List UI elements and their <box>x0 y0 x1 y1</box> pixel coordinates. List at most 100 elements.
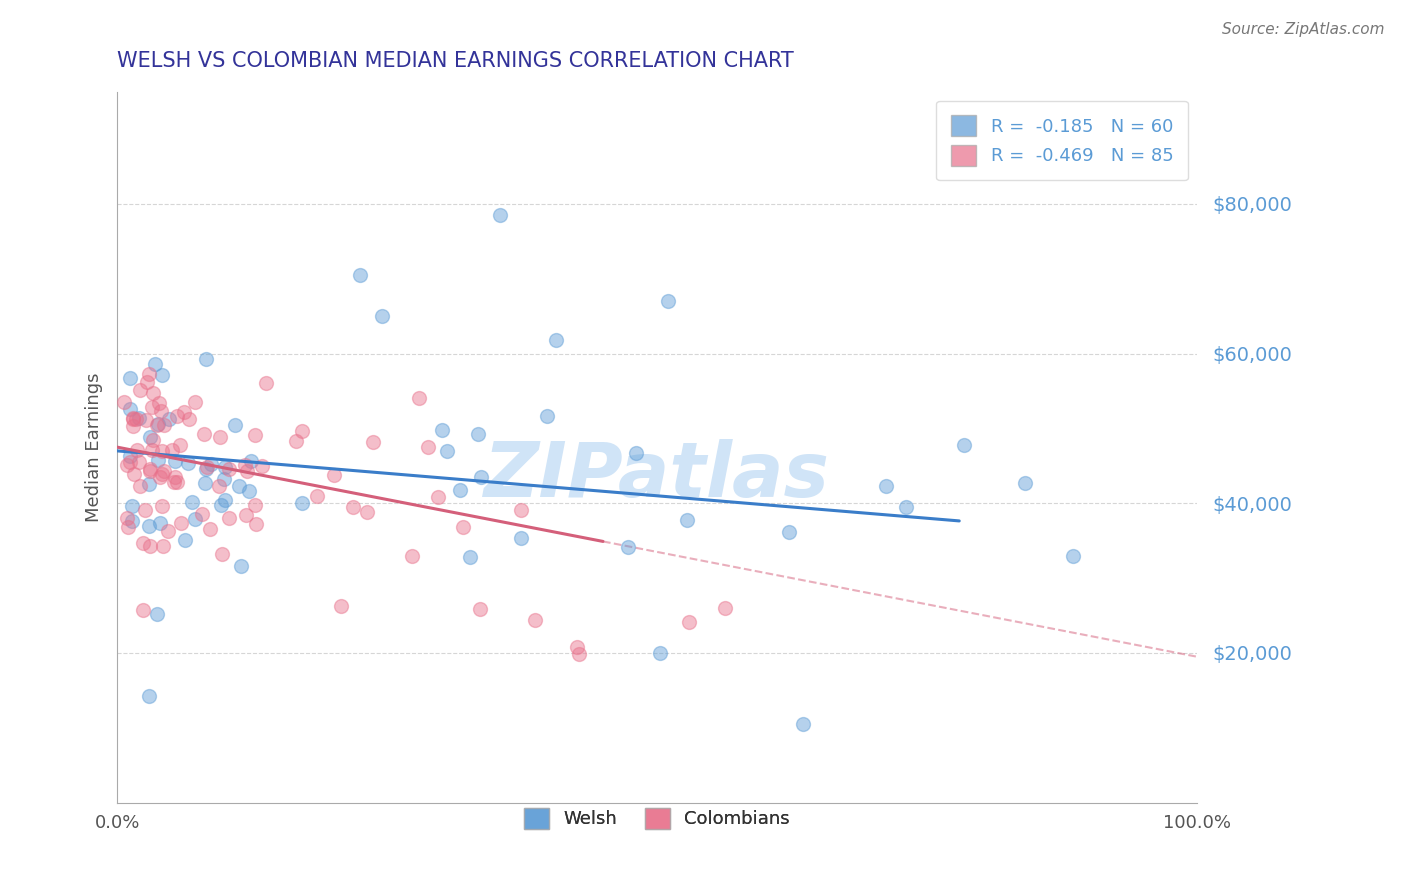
Point <box>254 376 277 391</box>
Point <box>235 458 257 473</box>
Point <box>148 417 170 431</box>
Point <box>120 450 142 464</box>
Point <box>250 459 273 474</box>
Point <box>138 368 160 382</box>
Point <box>150 467 173 482</box>
Text: ZIPatlas: ZIPatlas <box>484 439 830 513</box>
Point <box>121 411 143 425</box>
Point <box>120 371 142 385</box>
Point <box>218 511 240 525</box>
Point <box>678 615 700 629</box>
Point <box>1062 549 1084 563</box>
Point <box>510 503 533 517</box>
Point <box>228 479 250 493</box>
Point <box>617 541 640 555</box>
Point <box>657 294 679 309</box>
Point <box>458 549 481 564</box>
Point <box>166 409 188 423</box>
Point <box>356 506 378 520</box>
Point <box>128 411 150 425</box>
Point <box>163 470 186 484</box>
Point <box>291 496 314 510</box>
Point <box>626 446 648 460</box>
Point <box>138 519 160 533</box>
Point <box>544 333 567 347</box>
Point <box>150 444 173 458</box>
Point <box>200 457 222 471</box>
Point <box>243 428 266 442</box>
Point <box>112 395 135 409</box>
Point <box>117 458 139 472</box>
Point <box>156 524 179 538</box>
Point <box>152 464 174 478</box>
Point <box>162 442 184 457</box>
Point <box>177 412 200 426</box>
Point <box>141 443 163 458</box>
Point <box>291 425 314 439</box>
Point <box>209 498 232 512</box>
Point <box>236 464 259 478</box>
Point <box>565 640 588 654</box>
Point <box>152 417 174 432</box>
Point <box>135 412 157 426</box>
Point <box>143 358 166 372</box>
Point <box>131 535 153 549</box>
Point <box>468 602 491 616</box>
Point <box>467 426 489 441</box>
Point <box>138 462 160 476</box>
Point <box>245 516 267 531</box>
Point <box>509 532 531 546</box>
Legend: Welsh, Colombians: Welsh, Colombians <box>509 794 804 843</box>
Point <box>245 498 267 512</box>
Point <box>184 394 207 409</box>
Point <box>157 411 180 425</box>
Point <box>195 351 218 366</box>
Point <box>142 386 165 401</box>
Point <box>240 454 263 468</box>
Point <box>194 462 217 476</box>
Point <box>470 470 492 484</box>
Point <box>792 717 814 731</box>
Point <box>121 499 143 513</box>
Point <box>193 426 215 441</box>
Point <box>181 495 204 509</box>
Point <box>418 441 440 455</box>
Point <box>134 503 156 517</box>
Point <box>214 492 236 507</box>
Point <box>894 500 917 514</box>
Point <box>174 533 197 547</box>
Point <box>152 539 174 553</box>
Point <box>120 401 142 416</box>
Point <box>489 208 512 222</box>
Point <box>568 647 591 661</box>
Point <box>349 268 371 282</box>
Point <box>523 613 546 627</box>
Point <box>875 479 897 493</box>
Point <box>451 520 474 534</box>
Point <box>536 409 558 424</box>
Point <box>115 510 138 524</box>
Point <box>117 520 139 534</box>
Y-axis label: Median Earnings: Median Earnings <box>86 372 103 522</box>
Point <box>150 404 173 418</box>
Point <box>149 516 172 530</box>
Point <box>198 522 221 536</box>
Point <box>363 434 385 449</box>
Point <box>329 599 352 613</box>
Point <box>145 417 167 432</box>
Point <box>184 512 207 526</box>
Point <box>170 516 193 530</box>
Point <box>430 423 453 437</box>
Point <box>128 455 150 469</box>
Point <box>307 489 329 503</box>
Point <box>122 467 145 481</box>
Point <box>408 391 430 405</box>
Point <box>235 508 257 522</box>
Point <box>238 483 260 498</box>
Point <box>1014 475 1036 490</box>
Point <box>169 438 191 452</box>
Point <box>148 395 170 409</box>
Point <box>436 443 458 458</box>
Point <box>139 540 162 554</box>
Point <box>148 452 170 467</box>
